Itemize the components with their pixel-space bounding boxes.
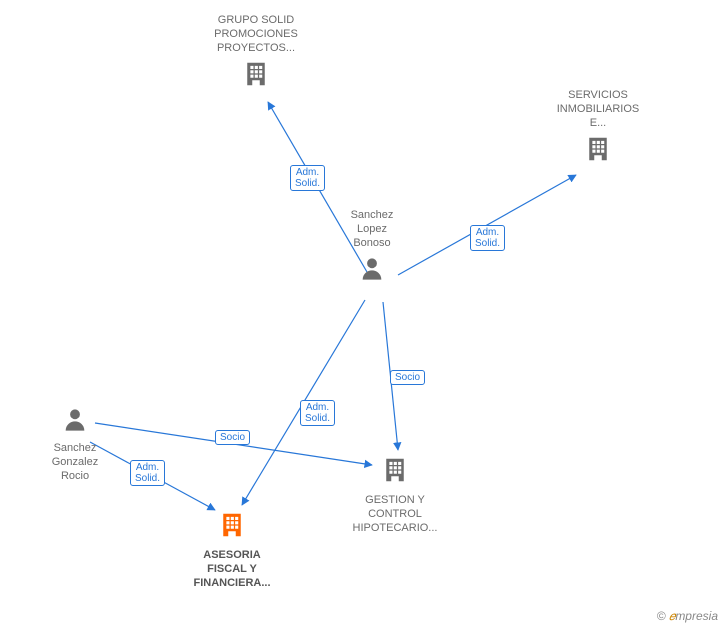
node-label: SERVICIOS INMOBILIARIOS E... bbox=[543, 89, 653, 130]
node-label: ASESORIA FISCAL Y FINANCIERA... bbox=[177, 549, 287, 590]
node-grupo-solid[interactable]: GRUPO SOLID PROMOCIONES PROYECTOS... bbox=[201, 14, 311, 94]
node-icon-wrap bbox=[177, 510, 287, 545]
node-asesoria-fiscal[interactable]: ASESORIA FISCAL Y FINANCIERA... bbox=[177, 510, 287, 590]
node-icon-wrap bbox=[332, 254, 412, 287]
node-sanchez-lopez[interactable]: Sanchez Lopez Bonoso bbox=[332, 209, 412, 287]
building-icon bbox=[241, 59, 271, 89]
copyright-symbol: © bbox=[657, 609, 666, 623]
edge-label: Adm. Solid. bbox=[300, 400, 335, 426]
node-icon-wrap bbox=[35, 405, 115, 438]
building-icon bbox=[380, 455, 410, 485]
watermark: © 𝑒mpresia bbox=[657, 609, 718, 624]
edge-label: Socio bbox=[215, 430, 250, 445]
edge-label: Socio bbox=[390, 370, 425, 385]
node-servicios-inm[interactable]: SERVICIOS INMOBILIARIOS E... bbox=[543, 89, 653, 169]
edge-label: Adm. Solid. bbox=[130, 460, 165, 486]
building-icon bbox=[217, 510, 247, 540]
node-label: Sanchez Lopez Bonoso bbox=[332, 209, 412, 250]
watermark-text: mpresia bbox=[675, 609, 718, 623]
node-icon-wrap bbox=[340, 455, 450, 490]
node-label: GESTION Y CONTROL HIPOTECARIO... bbox=[340, 494, 450, 535]
node-icon-wrap bbox=[201, 59, 311, 94]
person-icon bbox=[358, 254, 386, 282]
node-sanchez-gonzalez[interactable]: Sanchez Gonzalez Rocio bbox=[35, 405, 115, 483]
edge-label: Adm. Solid. bbox=[470, 225, 505, 251]
building-icon bbox=[583, 134, 613, 164]
person-icon bbox=[61, 405, 89, 433]
node-gestion-control[interactable]: GESTION Y CONTROL HIPOTECARIO... bbox=[340, 455, 450, 535]
node-label: Sanchez Gonzalez Rocio bbox=[35, 442, 115, 483]
node-label: GRUPO SOLID PROMOCIONES PROYECTOS... bbox=[201, 14, 311, 55]
node-icon-wrap bbox=[543, 134, 653, 169]
edge-label: Adm. Solid. bbox=[290, 165, 325, 191]
